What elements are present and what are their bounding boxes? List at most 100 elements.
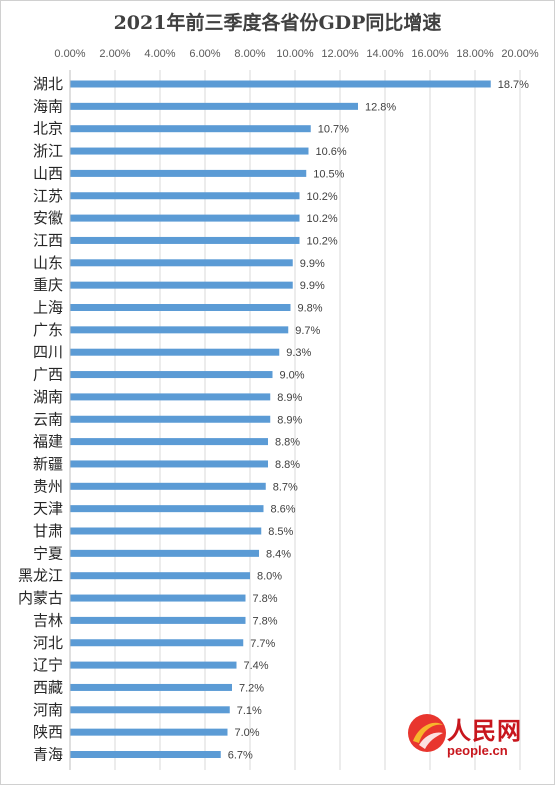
bar [70,348,280,356]
data-label: 10.7% [318,124,349,136]
bar [70,304,291,311]
data-label: 8.6% [271,504,296,516]
category-label: 福建 [33,433,63,451]
data-label: 7.7% [250,638,275,650]
bar [70,549,259,557]
data-label: 8.4% [266,548,291,560]
category-label: 浙江 [33,142,63,160]
category-label: 山东 [33,254,63,272]
data-label: 7.1% [237,705,262,717]
bar [70,259,293,267]
bar [70,639,244,647]
x-tick-label: 20.00% [501,48,539,60]
data-label: 12.8% [365,101,396,113]
x-tick-label: 16.00% [411,48,449,60]
category-label: 宁夏 [33,544,63,562]
bar [70,102,358,110]
x-tick-label: 18.00% [456,48,494,60]
bar [70,505,264,513]
bar [70,80,491,88]
bar [70,147,309,155]
data-label: 8.7% [273,481,298,493]
bar [70,192,300,200]
data-label: 10.2% [307,213,338,225]
data-label: 7.2% [239,682,264,694]
data-label: 8.9% [277,392,302,404]
data-label: 8.8% [275,459,300,471]
data-label: 8.5% [268,526,293,538]
x-tick-label: 14.00% [366,48,404,60]
category-label: 新疆 [33,455,63,473]
bar [70,572,250,580]
data-label: 8.9% [277,414,302,426]
bar [70,371,273,379]
bar [70,326,289,334]
category-label: 山西 [33,164,63,182]
x-tick-label: 4.00% [144,48,175,60]
bar [70,125,311,133]
category-label: 江苏 [33,187,63,205]
data-label: 9.0% [280,370,305,382]
category-label: 湖南 [33,388,63,406]
category-label: 青海 [33,746,63,764]
category-label: 海南 [33,97,63,115]
category-label: 辽宁 [33,656,63,674]
x-tick-label: 0.00% [54,48,85,60]
bar [70,661,237,669]
bar [70,281,293,289]
people-cn-logo: 人民网 people.cn [405,711,535,763]
bar [70,616,246,624]
x-tick-label: 2.00% [99,48,130,60]
category-label: 四川 [33,343,63,361]
logo-url: people.cn [447,743,508,758]
bar [70,728,228,736]
data-label: 7.8% [253,593,278,605]
bar [70,438,268,446]
category-label: 江西 [33,231,63,249]
chart-title: 2021年前三季度各省份GDP同比增速 [113,12,442,34]
data-label: 9.7% [295,325,320,337]
data-label: 7.8% [253,615,278,627]
bar [70,683,232,691]
category-label: 重庆 [33,276,63,294]
bar [70,393,271,401]
data-label: 7.0% [235,727,260,739]
bar [70,594,246,602]
data-label: 9.9% [300,280,325,292]
category-label: 云南 [33,410,63,428]
bar [70,236,300,244]
data-label: 6.7% [228,750,253,762]
category-label: 北京 [33,120,63,138]
category-label: 安徽 [33,209,63,227]
category-label: 黑龙江 [18,567,63,585]
category-label: 内蒙古 [18,589,63,607]
data-label: 10.2% [307,235,338,247]
data-label: 10.5% [313,168,344,180]
category-label: 甘肃 [33,522,63,540]
category-label: 西藏 [33,678,63,696]
x-tick-label: 6.00% [189,48,220,60]
data-label: 9.9% [300,258,325,270]
bar [70,527,262,535]
data-label: 8.0% [257,571,282,583]
category-label: 陕西 [33,723,63,741]
category-label: 河南 [33,701,63,719]
x-tick-label: 8.00% [234,48,265,60]
category-label: 河北 [33,634,63,652]
data-label: 10.2% [307,191,338,203]
category-label: 湖北 [33,75,63,93]
x-tick-label: 10.00% [276,48,314,60]
category-label: 贵州 [33,477,63,495]
data-label: 9.3% [286,347,311,359]
logo-name: 人民网 [447,716,522,745]
category-label: 吉林 [33,611,63,629]
data-label: 9.8% [298,303,323,315]
bar [70,751,221,758]
bar [70,169,307,177]
category-label: 上海 [33,299,63,317]
bar [70,706,230,714]
x-tick-label: 12.00% [321,48,359,60]
data-label: 18.7% [498,79,529,91]
bar [70,460,268,468]
